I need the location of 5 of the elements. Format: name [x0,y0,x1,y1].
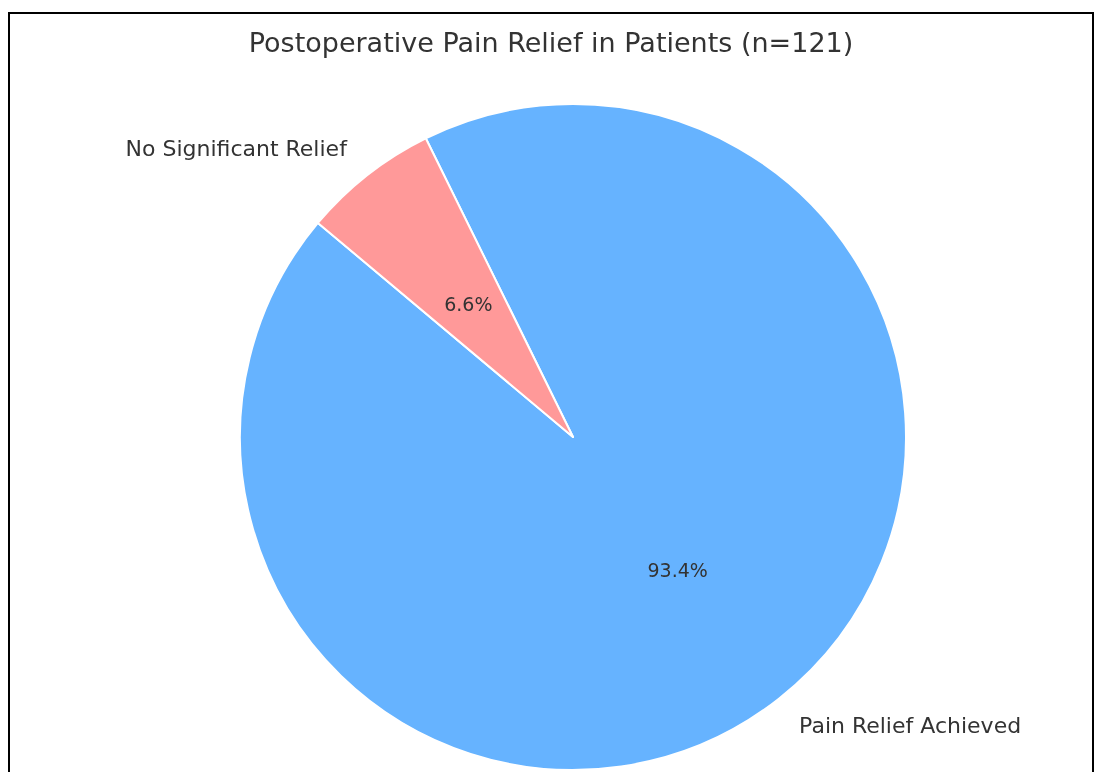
data-label: 6.6% [444,292,493,315]
data-label: 93.4% [647,559,708,582]
chart-title: Postoperative Pain Relief in Patients (n=121) [248,27,854,58]
slice-label: No Significant Relief [125,136,349,162]
slice-label: Pain Relief Achieved [799,712,1022,738]
